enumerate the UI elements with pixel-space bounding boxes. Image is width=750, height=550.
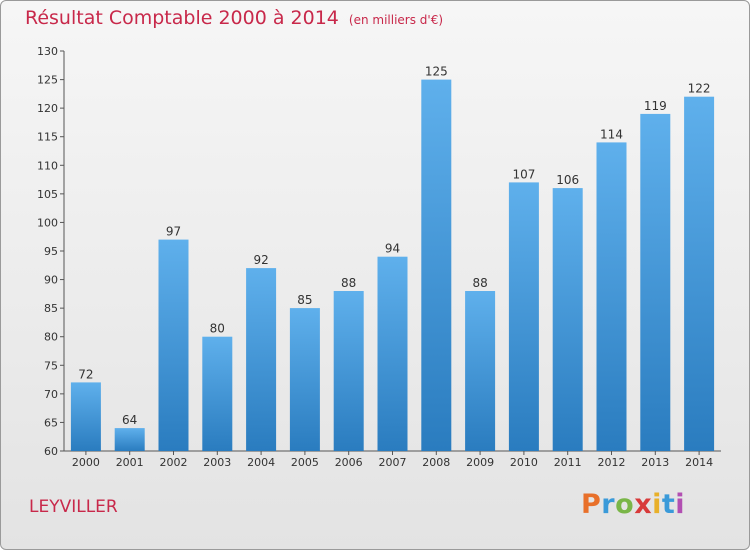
x-tick-label-2007: 2007 [379, 456, 407, 469]
chart-title-text: Résultat Comptable 2000 à 2014 [25, 7, 339, 29]
proxiti-logo[interactable]: Proxiti [581, 489, 686, 520]
bar-2002[interactable] [158, 239, 189, 451]
y-tick-label: 130 [37, 45, 58, 58]
y-tick-label: 100 [37, 216, 58, 229]
x-tick-label-2006: 2006 [335, 456, 363, 469]
y-tick-label: 60 [44, 445, 58, 458]
commune-name: LEYVILLER [29, 497, 118, 517]
bar-2009[interactable] [465, 291, 496, 451]
x-tick-label-2004: 2004 [247, 456, 275, 469]
x-tick-label-2010: 2010 [510, 456, 538, 469]
bar-2008[interactable] [421, 79, 452, 451]
bar-2011[interactable] [552, 188, 583, 451]
y-tick-label: 85 [44, 302, 58, 315]
y-tick-label: 70 [44, 388, 58, 401]
value-label-2012: 114 [600, 127, 623, 141]
value-label-2001: 64 [122, 413, 137, 427]
x-tick-label-2009: 2009 [466, 456, 494, 469]
bar-2006[interactable] [333, 291, 364, 451]
chart-subtitle: (en milliers d'€) [348, 13, 444, 27]
y-tick-label: 115 [37, 131, 58, 144]
y-tick-label: 95 [44, 245, 58, 258]
bars [70, 79, 715, 452]
y-tick-label: 125 [37, 74, 58, 87]
value-label-2013: 119 [644, 99, 667, 113]
value-label-2010: 107 [512, 167, 535, 181]
value-label-2000: 72 [78, 367, 93, 381]
bar-2005[interactable] [289, 308, 320, 451]
bar-2001[interactable] [114, 428, 145, 451]
x-tick-label-2002: 2002 [160, 456, 188, 469]
x-tick-label-2012: 2012 [598, 456, 626, 469]
y-tick-label: 90 [44, 274, 58, 287]
value-label-2009: 88 [472, 276, 487, 290]
bar-2004[interactable] [246, 268, 277, 451]
y-tick-label: 120 [37, 102, 58, 115]
y-tick-label: 105 [37, 188, 58, 201]
chart-title: Résultat Comptable 2000 à 2014 (en millie… [25, 7, 443, 29]
bar-2012[interactable] [596, 142, 627, 451]
x-tick-label-2005: 2005 [291, 456, 319, 469]
value-label-2004: 92 [253, 253, 268, 267]
y-tick-label: 65 [44, 416, 58, 429]
value-label-2006: 88 [341, 276, 356, 290]
bar-2000[interactable] [70, 382, 101, 451]
y-tick-label: 75 [44, 359, 58, 372]
bar-2014[interactable] [684, 96, 715, 451]
value-label-2002: 97 [166, 225, 181, 239]
value-label-2011: 106 [556, 173, 579, 187]
x-tick-label-2008: 2008 [422, 456, 450, 469]
value-label-2003: 80 [210, 322, 225, 336]
data-labels: 72 64 97 80 92 85 88 94 125 88 107 106 114 119 122 [78, 65, 710, 428]
x-tick-label-2000: 2000 [72, 456, 100, 469]
value-label-2005: 85 [297, 293, 312, 307]
value-label-2007: 94 [385, 242, 400, 256]
x-tick-label-2011: 2011 [554, 456, 582, 469]
value-label-2014: 122 [688, 82, 711, 96]
bar-2003[interactable] [202, 336, 233, 451]
value-label-2008: 125 [425, 65, 448, 79]
y-tick-label: 110 [37, 159, 58, 172]
x-tick-label-2001: 2001 [116, 456, 144, 469]
x-tick-label-2014: 2014 [685, 456, 713, 469]
x-tick-label-2013: 2013 [641, 456, 669, 469]
bar-2013[interactable] [640, 113, 671, 452]
bar-2007[interactable] [377, 256, 408, 451]
y-tick-label: 80 [44, 331, 58, 344]
bar-2010[interactable] [508, 182, 539, 451]
x-tick-label-2003: 2003 [203, 456, 231, 469]
